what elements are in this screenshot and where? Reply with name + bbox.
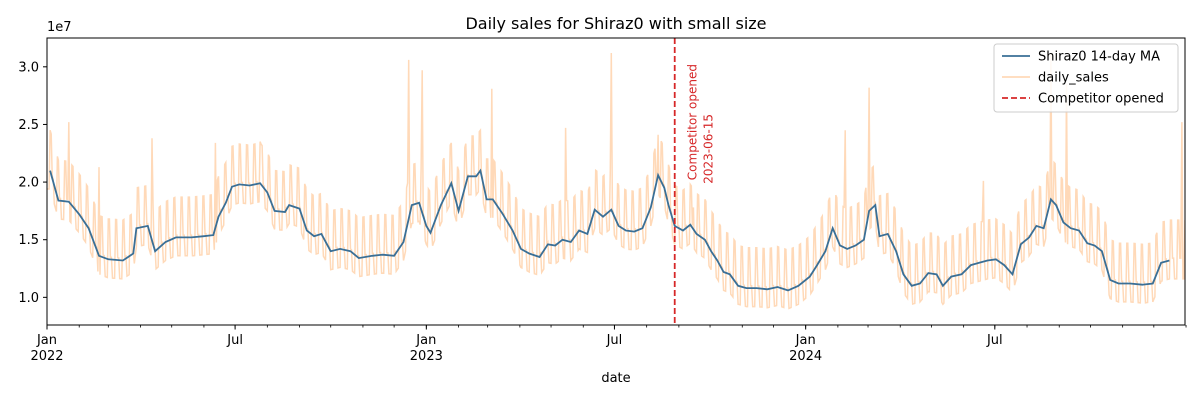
legend-label: daily_sales xyxy=(1038,71,1109,86)
x-tick-label: Jul xyxy=(606,333,623,348)
y-tick-label: 3.0 xyxy=(18,60,39,75)
x-tick-year-label: 2024 xyxy=(789,349,822,364)
x-tick-label: Jul xyxy=(226,333,243,348)
x-tick-label: Jul xyxy=(986,333,1003,348)
y-tick-label: 1.5 xyxy=(18,233,39,248)
legend-label: Competitor opened xyxy=(1038,92,1164,107)
y-multiplier-label: 1e7 xyxy=(47,20,72,35)
plot-area: Competitor opened 2023-06-15 xyxy=(46,37,1186,326)
x-tick-label: Jan xyxy=(795,333,816,348)
series-moving-average xyxy=(49,168,1170,292)
y-tick-label: 1.0 xyxy=(18,291,39,306)
chart-title: Daily sales for Shiraz0 with small size xyxy=(465,14,766,33)
legend: Shiraz0 14-day MA daily_sales Competitor o… xyxy=(993,43,1179,113)
y-tick-label: 2.5 xyxy=(18,118,39,133)
x-tick-year-label: 2022 xyxy=(30,349,63,364)
annotation-date: 2023-06-15 xyxy=(702,114,716,184)
series-daily-sales xyxy=(47,52,1185,310)
x-tick-label: Jan xyxy=(415,333,436,348)
axes-frame xyxy=(46,37,1186,326)
annotation-layer: Competitor opened 2023-06-15 xyxy=(673,38,716,325)
x-tick-year-label: 2023 xyxy=(410,349,443,364)
y-tick-label: 2.0 xyxy=(18,176,39,191)
annotation-text: Competitor opened xyxy=(686,64,700,180)
legend-label: Shiraz0 14-day MA xyxy=(1038,50,1160,65)
x-tick-label: Jan xyxy=(36,333,57,348)
x-axis-label: date xyxy=(601,371,630,386)
daily-sales-line xyxy=(47,52,1185,310)
moving-average-line xyxy=(49,168,1170,292)
y-axis: 1.0 1.5 2.0 2.5 3.0 xyxy=(18,60,47,306)
legend-box xyxy=(993,43,1179,113)
